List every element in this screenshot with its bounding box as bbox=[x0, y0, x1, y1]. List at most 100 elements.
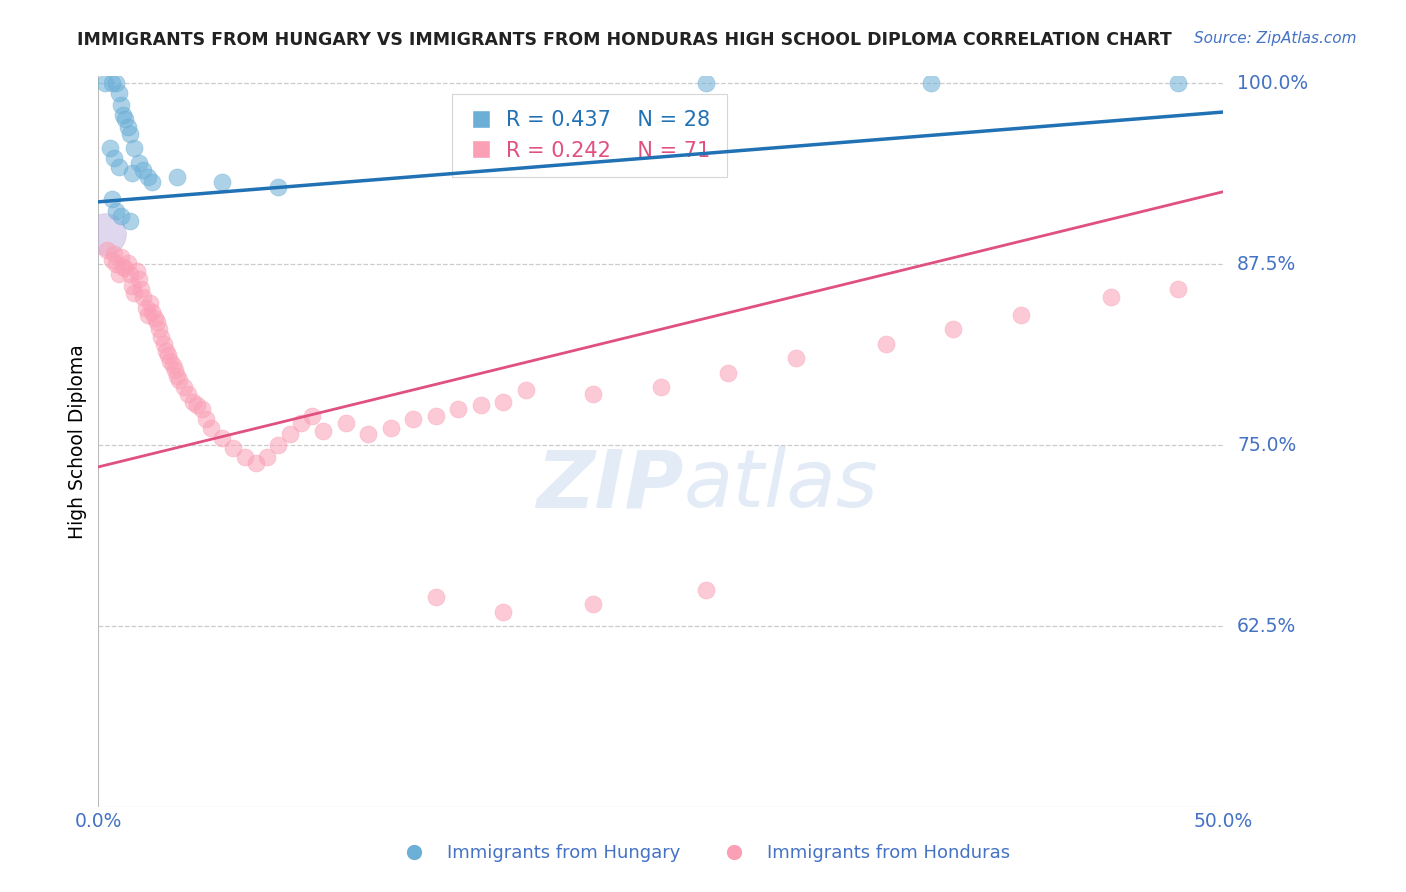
Point bbox=[143, 310, 166, 325]
Point bbox=[166, 368, 188, 383]
Point bbox=[101, 76, 124, 90]
Point bbox=[278, 426, 301, 441]
Point bbox=[785, 351, 807, 366]
Point bbox=[222, 441, 245, 455]
Point bbox=[103, 247, 125, 261]
Text: 100.0%: 100.0% bbox=[1237, 73, 1308, 93]
Point bbox=[110, 210, 132, 224]
Point bbox=[195, 412, 218, 426]
Legend: Immigrants from Hungary, Immigrants from Honduras: Immigrants from Hungary, Immigrants from… bbox=[389, 838, 1017, 870]
Point bbox=[94, 76, 117, 90]
Point bbox=[942, 322, 965, 336]
Point bbox=[146, 315, 169, 329]
Point bbox=[169, 373, 191, 387]
Point bbox=[124, 141, 146, 155]
Point bbox=[256, 450, 278, 464]
Point bbox=[107, 267, 129, 281]
Text: 75.0%: 75.0% bbox=[1237, 435, 1296, 455]
Point bbox=[186, 398, 208, 412]
Point bbox=[166, 170, 188, 185]
Point bbox=[695, 582, 717, 597]
Point bbox=[492, 605, 515, 619]
Point bbox=[290, 417, 312, 431]
Point bbox=[107, 86, 129, 100]
Point bbox=[191, 401, 214, 416]
Point bbox=[470, 398, 492, 412]
Point bbox=[94, 227, 117, 241]
Point bbox=[148, 322, 170, 336]
Point bbox=[245, 456, 267, 470]
Point bbox=[920, 76, 942, 90]
Point bbox=[1099, 290, 1122, 304]
Point bbox=[118, 127, 141, 141]
Point bbox=[118, 213, 141, 227]
Point bbox=[157, 348, 180, 362]
Point bbox=[103, 152, 125, 166]
Point bbox=[425, 591, 447, 605]
Point bbox=[301, 409, 323, 424]
Point bbox=[380, 421, 402, 435]
Point bbox=[114, 261, 136, 276]
Point bbox=[875, 336, 897, 351]
Text: atlas: atlas bbox=[683, 446, 879, 524]
Point bbox=[233, 450, 256, 464]
Point bbox=[121, 278, 143, 293]
Point bbox=[121, 166, 143, 180]
Point bbox=[110, 97, 132, 112]
Point bbox=[162, 359, 184, 373]
Point bbox=[141, 175, 163, 189]
Point bbox=[125, 264, 148, 278]
Text: Source: ZipAtlas.com: Source: ZipAtlas.com bbox=[1194, 31, 1357, 46]
Point bbox=[112, 108, 135, 122]
Point bbox=[124, 286, 146, 301]
Point bbox=[582, 387, 605, 401]
Point bbox=[132, 290, 155, 304]
Point bbox=[312, 424, 335, 438]
Point bbox=[117, 255, 139, 269]
Text: ZIP: ZIP bbox=[536, 446, 683, 524]
Point bbox=[117, 120, 139, 134]
Point bbox=[152, 336, 174, 351]
Legend: R = 0.437    N = 28, R = 0.242    N = 71: R = 0.437 N = 28, R = 0.242 N = 71 bbox=[451, 94, 727, 178]
Point bbox=[181, 394, 204, 409]
Point bbox=[515, 383, 537, 397]
Text: IMMIGRANTS FROM HUNGARY VS IMMIGRANTS FROM HONDURAS HIGH SCHOOL DIPLOMA CORRELAT: IMMIGRANTS FROM HUNGARY VS IMMIGRANTS FR… bbox=[77, 31, 1173, 49]
Point bbox=[141, 305, 163, 319]
Point bbox=[211, 175, 233, 189]
Point bbox=[447, 401, 470, 416]
Point bbox=[114, 112, 136, 127]
Point bbox=[695, 76, 717, 90]
Point bbox=[335, 417, 357, 431]
Point bbox=[129, 282, 152, 296]
Point bbox=[267, 180, 290, 194]
Point bbox=[650, 380, 672, 394]
Point bbox=[98, 141, 121, 155]
Point bbox=[112, 260, 135, 274]
Point bbox=[1167, 282, 1189, 296]
Point bbox=[357, 426, 380, 441]
Point bbox=[136, 308, 159, 322]
Point bbox=[132, 163, 155, 178]
Point bbox=[136, 170, 159, 185]
Point bbox=[105, 203, 128, 218]
Point bbox=[96, 243, 118, 257]
Point bbox=[118, 267, 141, 281]
Point bbox=[402, 412, 425, 426]
Point bbox=[200, 421, 222, 435]
Text: 87.5%: 87.5% bbox=[1237, 254, 1296, 274]
Point bbox=[1010, 308, 1032, 322]
Point bbox=[177, 387, 200, 401]
Point bbox=[425, 409, 447, 424]
Point bbox=[110, 250, 132, 264]
Point bbox=[107, 160, 129, 174]
Point bbox=[173, 380, 195, 394]
Point bbox=[717, 366, 740, 380]
Text: 62.5%: 62.5% bbox=[1237, 616, 1296, 636]
Y-axis label: High School Diploma: High School Diploma bbox=[69, 344, 87, 539]
Point bbox=[155, 344, 177, 359]
Point bbox=[211, 431, 233, 445]
Point bbox=[105, 76, 128, 90]
Point bbox=[101, 252, 124, 267]
Point bbox=[159, 354, 181, 368]
Point bbox=[150, 329, 173, 343]
